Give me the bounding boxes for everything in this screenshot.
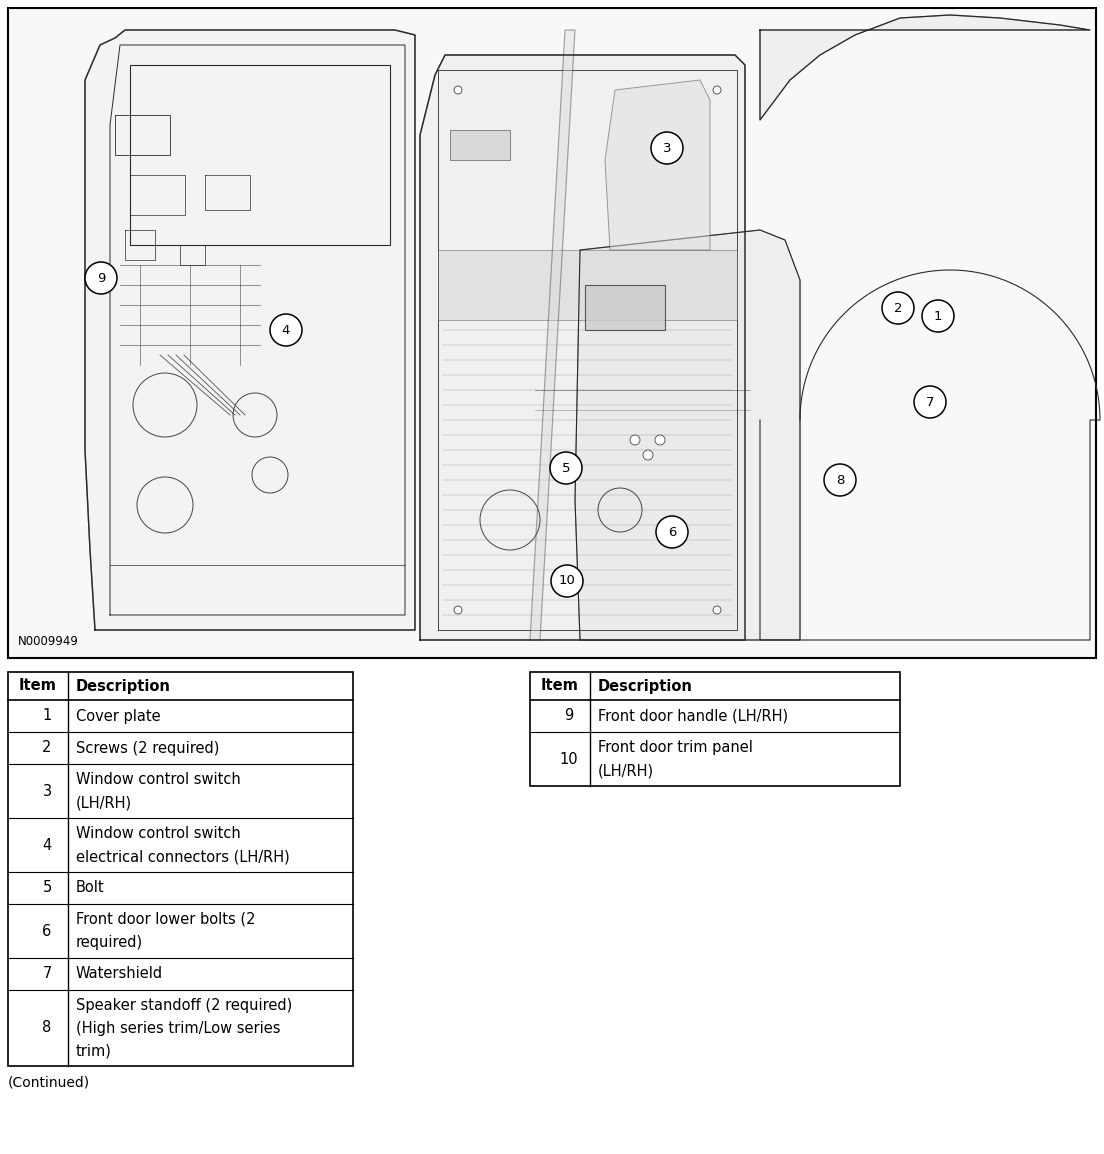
Polygon shape xyxy=(605,80,710,250)
Circle shape xyxy=(551,565,583,597)
Circle shape xyxy=(656,516,688,548)
Circle shape xyxy=(630,435,640,445)
Bar xyxy=(8,8,1096,658)
Text: Front door lower bolts (2: Front door lower bolts (2 xyxy=(76,912,255,927)
Text: 4: 4 xyxy=(42,838,52,853)
Text: Window control switch: Window control switch xyxy=(76,772,241,787)
Text: 9: 9 xyxy=(97,271,105,285)
Text: Front door trim panel: Front door trim panel xyxy=(598,740,753,755)
Circle shape xyxy=(713,606,721,614)
Text: Speaker standoff (2 required): Speaker standoff (2 required) xyxy=(76,998,293,1013)
Circle shape xyxy=(914,385,946,418)
Circle shape xyxy=(85,262,117,294)
Text: trim): trim) xyxy=(76,1043,112,1058)
Circle shape xyxy=(655,435,665,445)
Text: 7: 7 xyxy=(42,967,52,982)
Text: (Continued): (Continued) xyxy=(8,1076,91,1091)
Text: N0009949: N0009949 xyxy=(18,635,78,649)
Text: 4: 4 xyxy=(282,323,290,337)
Text: Screws (2 required): Screws (2 required) xyxy=(76,741,220,756)
Text: electrical connectors (LH/RH): electrical connectors (LH/RH) xyxy=(76,849,289,864)
Bar xyxy=(530,672,900,786)
Polygon shape xyxy=(760,15,1090,120)
Text: 2: 2 xyxy=(894,301,902,315)
Text: 6: 6 xyxy=(668,525,676,539)
Text: required): required) xyxy=(76,936,144,951)
Text: 10: 10 xyxy=(559,575,575,587)
Circle shape xyxy=(922,300,954,332)
Text: 2: 2 xyxy=(42,741,52,756)
Text: 7: 7 xyxy=(926,396,934,409)
Text: 1: 1 xyxy=(934,309,942,322)
Text: 1: 1 xyxy=(42,709,52,724)
Text: Front door handle (LH/RH): Front door handle (LH/RH) xyxy=(598,709,788,724)
Polygon shape xyxy=(85,30,415,630)
Polygon shape xyxy=(585,285,665,330)
Text: Item: Item xyxy=(541,679,578,694)
Polygon shape xyxy=(438,250,737,320)
Circle shape xyxy=(824,464,856,496)
Text: 8: 8 xyxy=(42,1020,52,1035)
Text: Description: Description xyxy=(76,679,171,694)
Text: Window control switch: Window control switch xyxy=(76,826,241,841)
Circle shape xyxy=(550,452,582,484)
Circle shape xyxy=(713,87,721,93)
Text: 5: 5 xyxy=(562,462,571,474)
Bar xyxy=(8,672,353,1066)
Circle shape xyxy=(454,606,461,614)
Text: 6: 6 xyxy=(42,923,52,938)
Circle shape xyxy=(643,450,652,460)
Text: 10: 10 xyxy=(560,751,578,766)
Text: (LH/RH): (LH/RH) xyxy=(598,763,655,778)
Text: Description: Description xyxy=(598,679,693,694)
Polygon shape xyxy=(450,130,510,160)
Text: Item: Item xyxy=(19,679,57,694)
Circle shape xyxy=(454,87,461,93)
Circle shape xyxy=(882,292,914,324)
Text: 8: 8 xyxy=(836,473,845,487)
Polygon shape xyxy=(530,30,575,640)
Polygon shape xyxy=(575,230,800,640)
Text: Watershield: Watershield xyxy=(76,967,163,982)
Text: (LH/RH): (LH/RH) xyxy=(76,795,132,810)
Text: 3: 3 xyxy=(42,784,52,799)
Text: Bolt: Bolt xyxy=(76,881,105,896)
Text: Cover plate: Cover plate xyxy=(76,709,160,724)
Circle shape xyxy=(651,132,683,164)
Polygon shape xyxy=(420,55,745,640)
Text: 9: 9 xyxy=(564,709,574,724)
Text: 3: 3 xyxy=(662,142,671,155)
Circle shape xyxy=(270,314,302,346)
Text: (High series trim/Low series: (High series trim/Low series xyxy=(76,1021,280,1036)
Text: 5: 5 xyxy=(42,881,52,896)
